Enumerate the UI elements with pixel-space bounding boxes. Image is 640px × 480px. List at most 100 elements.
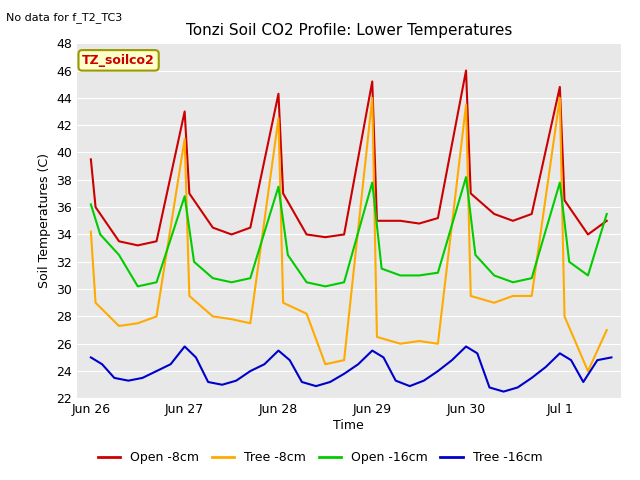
Tree -8cm [181,136,189,142]
Tree -16cm [99,361,106,367]
Tree -8cm [369,95,376,101]
Line: Open -16cm: Open -16cm [91,177,607,287]
Open -16cm [603,211,611,217]
Open -8cm [584,231,592,237]
Open -16cm [246,276,254,281]
Tree -8cm [303,311,310,317]
Open -16cm [509,279,516,285]
Tree -16cm [246,368,254,374]
Line: Open -8cm: Open -8cm [91,71,607,245]
Tree -8cm [321,361,329,367]
Open -8cm [87,156,95,162]
Open -16cm [190,259,198,264]
Tree -16cm [514,384,522,390]
Open -16cm [462,174,470,180]
Tree -16cm [87,355,95,360]
Tree -8cm [490,300,498,306]
Tree -8cm [603,327,611,333]
Open -8cm [186,191,193,196]
Open -16cm [340,279,348,285]
Text: No data for f_T2_TC3: No data for f_T2_TC3 [6,12,123,23]
Open -8cm [369,79,376,84]
Open -8cm [275,91,282,96]
Open -8cm [181,108,189,114]
Tree -16cm [125,378,132,384]
Open -8cm [603,218,611,224]
Open -8cm [528,211,536,217]
Tree -16cm [298,379,306,385]
Open -8cm [153,239,161,244]
Tree -16cm [340,371,348,377]
Tree -16cm [232,378,240,384]
Open -16cm [490,273,498,278]
Tree -16cm [420,378,428,384]
Open -8cm [340,231,348,237]
Tree -8cm [340,357,348,363]
Open -16cm [97,231,104,237]
Tree -16cm [474,350,481,356]
Tree -16cm [286,357,294,363]
Open -16cm [369,180,376,185]
Open -16cm [228,279,236,285]
Open -8cm [509,218,516,224]
Tree -8cm [228,316,236,322]
Tree -8cm [134,320,141,326]
Tree -16cm [326,379,334,385]
Open -8cm [246,225,254,230]
Tree -8cm [209,313,216,319]
Tree -16cm [167,361,175,367]
Open -16cm [397,273,404,278]
Tree -16cm [369,348,376,353]
Tree -8cm [87,229,95,235]
Open -16cm [134,284,141,289]
Open -16cm [115,252,123,258]
Open -8cm [303,231,310,237]
Open -8cm [467,191,475,196]
Line: Tree -16cm: Tree -16cm [91,347,611,392]
Open -16cm [556,180,564,185]
Open -16cm [415,273,423,278]
Open -8cm [321,234,329,240]
Open -16cm [528,276,536,281]
Open -8cm [462,68,470,73]
Open -16cm [87,202,95,207]
Open -16cm [565,259,573,264]
Tree -16cm [500,389,508,395]
Tree -16cm [406,383,413,389]
Open -16cm [209,276,216,281]
Tree -8cm [528,293,536,299]
Tree -16cm [218,382,226,388]
Y-axis label: Soil Temperatures (C): Soil Temperatures (C) [38,153,51,288]
Tree -8cm [434,341,442,347]
Line: Tree -8cm: Tree -8cm [91,98,607,371]
Tree -8cm [92,300,99,306]
Tree -16cm [355,361,362,367]
Tree -8cm [186,293,193,299]
Legend: Open -8cm, Tree -8cm, Open -16cm, Tree -16cm: Open -8cm, Tree -8cm, Open -16cm, Tree -… [93,446,547,469]
Tree -8cm [584,368,592,374]
Open -8cm [397,218,404,224]
Tree -16cm [181,344,189,349]
Text: TZ_soilco2: TZ_soilco2 [82,54,155,67]
Tree -16cm [204,379,212,385]
Tree -16cm [260,361,268,367]
Tree -16cm [392,378,399,384]
Tree -16cm [448,357,456,363]
Tree -16cm [607,355,615,360]
Open -16cm [181,193,189,199]
Open -8cm [556,84,564,90]
Open -16cm [153,279,161,285]
Title: Tonzi Soil CO2 Profile: Lower Temperatures: Tonzi Soil CO2 Profile: Lower Temperatur… [186,23,512,38]
Tree -16cm [153,368,161,374]
Open -8cm [490,211,498,217]
Tree -8cm [115,323,123,329]
Open -8cm [561,197,568,203]
Tree -8cm [153,313,161,319]
Tree -16cm [528,375,536,381]
Open -8cm [434,215,442,221]
Tree -8cm [556,95,564,101]
Tree -8cm [279,300,287,306]
Tree -8cm [561,313,568,319]
Open -8cm [373,218,381,224]
Tree -16cm [486,384,493,390]
